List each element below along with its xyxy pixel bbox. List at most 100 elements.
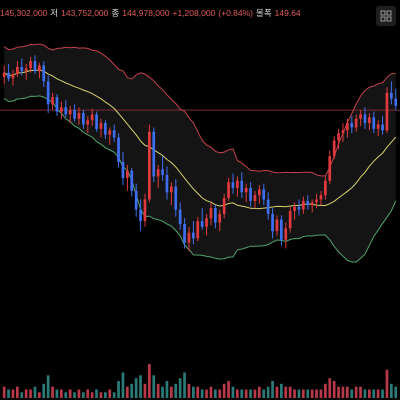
candle-body [214, 208, 217, 223]
candle-body [29, 61, 32, 69]
volume-bar [200, 389, 204, 398]
candle-body [134, 190, 138, 210]
candle-body [293, 206, 296, 211]
candle [315, 193, 318, 209]
volume-bar [86, 389, 90, 398]
volume-bar [266, 386, 270, 398]
candle-body [262, 189, 266, 200]
change-value: +1,208,000 [172, 8, 216, 18]
candle [11, 69, 15, 86]
candle [244, 183, 248, 203]
candle [152, 127, 156, 183]
candle-body [20, 66, 24, 72]
candle-body [346, 123, 349, 131]
candle [117, 133, 120, 168]
candle-body [192, 232, 195, 239]
volume-bar [209, 386, 213, 398]
candle-body [258, 189, 261, 196]
volume-bar [156, 383, 160, 398]
candle-body [7, 72, 10, 79]
candle-body [354, 118, 358, 128]
volume-bar [350, 389, 354, 398]
candle [394, 88, 398, 111]
candle [126, 164, 129, 191]
volume-bar [227, 381, 230, 398]
volume-bar [7, 389, 10, 398]
candle [95, 111, 98, 132]
middle-band-line [3, 69, 397, 210]
candle [328, 150, 332, 184]
candle-body [77, 113, 81, 119]
volume-bar [38, 392, 41, 398]
grid-icon [380, 10, 392, 22]
candle [38, 62, 41, 79]
candle [266, 192, 270, 220]
volume-bar [337, 386, 340, 398]
candle [271, 208, 274, 239]
change-percent: (+0.84%) [218, 8, 254, 18]
candle-body [227, 182, 230, 199]
volume-bar [121, 372, 125, 398]
candle [178, 202, 182, 230]
chart-settings-icon[interactable] [376, 6, 396, 26]
candle [33, 55, 37, 75]
volume-bar [376, 389, 380, 398]
candle-body [280, 219, 283, 240]
volume-bar [244, 389, 248, 398]
candle-body [244, 187, 248, 193]
candle-body [376, 124, 380, 129]
volume-bar [222, 383, 226, 398]
candle-body [328, 156, 332, 181]
volume-bar [187, 383, 191, 398]
volume-bar [385, 369, 389, 398]
candle [359, 110, 362, 126]
low-value: 143,752,000 [61, 8, 109, 18]
candle-body [337, 133, 340, 141]
candle-body [381, 124, 384, 131]
volume-bar [196, 386, 200, 398]
candle-body [187, 232, 191, 243]
candle-body [24, 68, 28, 72]
candle [288, 206, 292, 233]
candle [346, 118, 349, 138]
candle-body [363, 114, 367, 124]
volume-bar [16, 386, 19, 398]
volume-bar [33, 386, 37, 398]
candle [258, 185, 261, 204]
candle [222, 193, 226, 219]
volume-bar [240, 389, 244, 398]
volume-bar [46, 375, 50, 398]
candle-body [161, 169, 164, 175]
volume-bar [82, 392, 85, 398]
candle-body [121, 162, 125, 178]
candles [2, 55, 398, 252]
volume-bar [253, 389, 257, 398]
volume-bar [117, 381, 120, 398]
candle-body [284, 228, 288, 240]
candle [341, 123, 345, 142]
candle [227, 177, 230, 201]
band-fill-area [4, 44, 396, 262]
volume-bar [293, 389, 296, 398]
candle [165, 166, 169, 200]
volume-bar [170, 386, 173, 398]
volume-bar [328, 378, 332, 398]
candle [236, 176, 239, 197]
candle [161, 156, 164, 181]
candle [20, 58, 24, 76]
candle-body [117, 137, 120, 162]
candle-body [130, 170, 134, 191]
volume-bar [302, 389, 305, 398]
candle [90, 108, 94, 126]
candle [82, 110, 85, 129]
candle [368, 113, 371, 131]
candle [86, 115, 90, 134]
volume-bar [319, 389, 323, 398]
volume-bar [95, 389, 98, 398]
candle [192, 221, 195, 245]
volume-bar [394, 386, 398, 398]
candle-body [236, 180, 239, 188]
candle-body [156, 169, 160, 177]
